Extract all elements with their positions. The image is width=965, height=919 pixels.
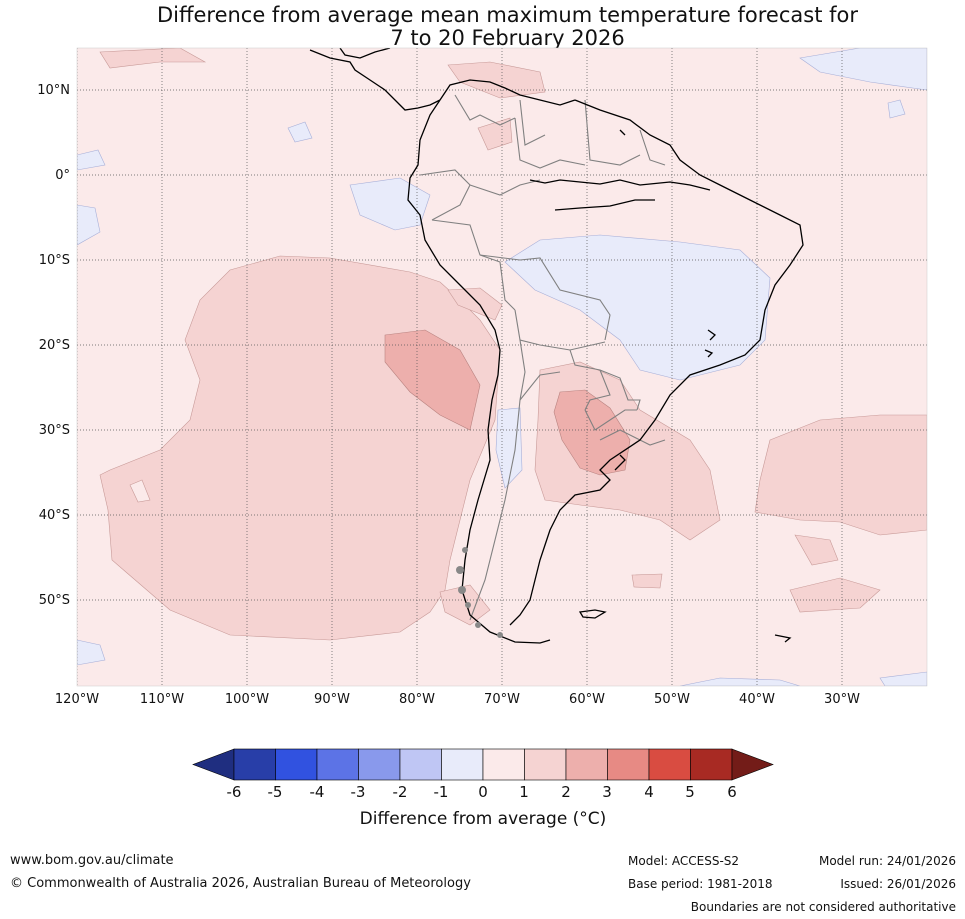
- colorbar-swatch: [565, 748, 608, 781]
- map-title: Difference from average mean maximum tem…: [0, 4, 965, 50]
- colorbar-tick: 1: [519, 783, 529, 801]
- colorbar-tick: -1: [433, 783, 449, 801]
- lat-label-30s: 30°S: [38, 423, 70, 438]
- website-link[interactable]: www.bom.gov.au/climate: [10, 853, 174, 868]
- colorbar-swatch: [233, 748, 276, 781]
- model-name: Model: ACCESS-S2: [628, 854, 740, 868]
- title-line-1: Difference from average mean maximum tem…: [157, 3, 858, 27]
- lon-label-80w: 80°W: [399, 692, 435, 707]
- lat-label-50s: 50°S: [38, 593, 70, 608]
- lat-label-0: 0°: [55, 168, 70, 183]
- colorbar-tick: 0: [478, 783, 488, 801]
- colorbar-swatch: [648, 748, 691, 781]
- boundary-disclaimer: Boundaries are not considered authoritat…: [690, 900, 956, 914]
- lon-label-100w: 100°W: [224, 692, 270, 707]
- base-period: Base period: 1981-2018: [628, 877, 773, 891]
- title-line-2: 7 to 20 February 2026: [390, 26, 625, 50]
- issued-date: Issued: 26/01/2026: [840, 877, 956, 891]
- lat-label-10s: 10°S: [38, 253, 70, 268]
- lon-label-110w: 110°W: [139, 692, 185, 707]
- colorbar-swatch: [482, 748, 525, 781]
- colorbar-tick: -4: [309, 783, 325, 801]
- colorbar-tick: 5: [685, 783, 695, 801]
- model-run-date: Model run: 24/01/2026: [818, 854, 956, 868]
- southern-islands: [456, 547, 503, 638]
- lon-label-40w: 40°W: [739, 692, 775, 707]
- colorbar-swatch: [441, 748, 484, 781]
- lon-label-120w: 120°W: [54, 692, 100, 707]
- colorbar: [192, 748, 774, 781]
- lon-label-90w: 90°W: [314, 692, 350, 707]
- colorbar-swatch: [399, 748, 442, 781]
- lat-label-10n: 10°N: [37, 83, 70, 98]
- colorbar-arrow-high: [731, 748, 774, 781]
- colorbar-tick: -5: [267, 783, 283, 801]
- map-panel: [77, 48, 927, 686]
- country-borders: [419, 94, 666, 621]
- colorbar-tick: -2: [392, 783, 408, 801]
- colorbar-tick: -3: [350, 783, 366, 801]
- colorbar-swatch: [316, 748, 359, 781]
- colorbar-tick: 3: [602, 783, 612, 801]
- colorbar-arrow-low: [192, 748, 235, 781]
- copyright-text: © Commonwealth of Australia 2026, Austra…: [10, 876, 471, 891]
- graticule: [77, 48, 927, 686]
- coastlines: [309, 48, 804, 644]
- lat-label-40s: 40°S: [38, 508, 70, 523]
- colorbar-tick: 4: [644, 783, 654, 801]
- lon-label-50w: 50°W: [654, 692, 690, 707]
- central-america-coast: [309, 49, 441, 111]
- colorbar-swatch: [524, 748, 567, 781]
- colorbar-tick: 2: [561, 783, 571, 801]
- colorbar-swatch: [275, 748, 318, 781]
- lon-label-70w: 70°W: [484, 692, 520, 707]
- colorbar-label: Difference from average (°C): [359, 809, 607, 829]
- warm-anomaly-core-plata: [553, 389, 631, 476]
- lat-label-20s: 20°S: [38, 338, 70, 353]
- lon-label-60w: 60°W: [569, 692, 605, 707]
- west-coast-south-america: [407, 99, 551, 644]
- colorbar-tick: 6: [727, 783, 737, 801]
- colorbar-tick: -6: [226, 783, 242, 801]
- colorbar-swatch: [690, 748, 733, 781]
- colorbar-swatch: [607, 748, 650, 781]
- colorbar-swatch: [358, 748, 401, 781]
- lon-label-30w: 30°W: [824, 692, 860, 707]
- east-coast-south-america: [509, 99, 804, 626]
